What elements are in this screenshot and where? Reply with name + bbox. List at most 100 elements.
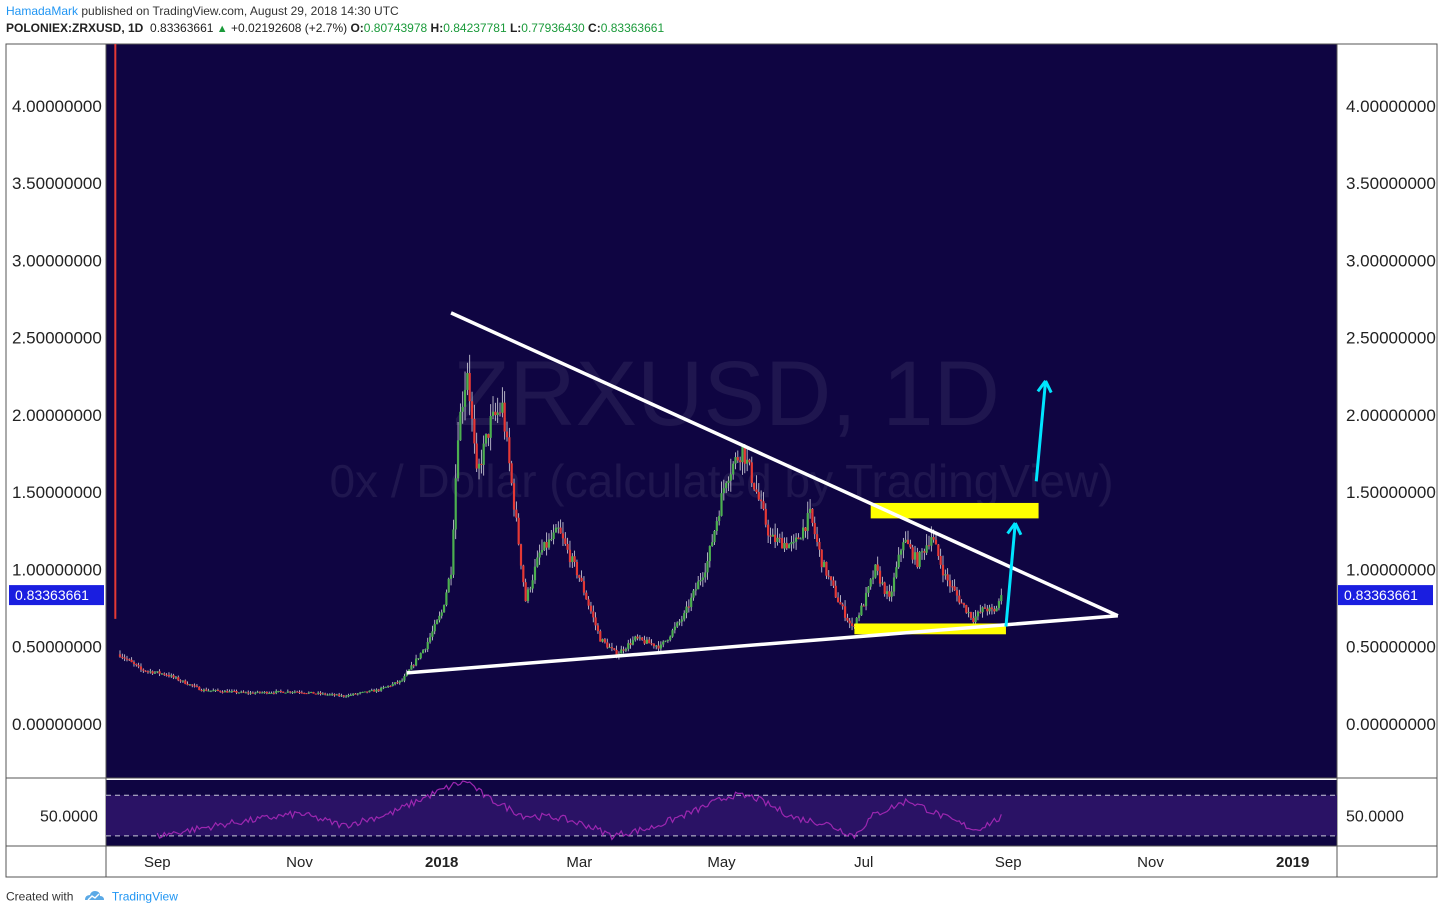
support-trendline [406,614,1118,675]
candle-body [382,687,385,689]
tradingview-link[interactable]: TradingView [111,889,178,904]
candle-body [930,537,933,546]
candle-body [811,508,814,523]
time-tick: Sep [144,854,171,871]
candle-body [268,692,271,694]
candle-body [946,574,949,581]
candle-body [594,617,597,626]
candle-body [846,617,849,621]
candle-body [734,457,737,464]
candle-body [258,691,261,693]
candle-body [454,478,457,530]
candle-body [393,682,397,684]
last-price-label-left: 0.83363661 [15,587,89,603]
candle-body [317,692,320,694]
candle-body [272,692,275,694]
candle-body [701,577,704,580]
price-tick-right: 0.00000000 [1346,715,1436,734]
rsi-band [106,795,1337,836]
candle-body [634,636,637,641]
candle-body [699,579,702,582]
candle-body [883,582,886,594]
candle-body [578,575,581,578]
candle-body [774,534,777,543]
time-tick: Mar [566,854,592,871]
candle-body [888,591,891,597]
candle-body [767,524,770,536]
candle-body [746,459,749,464]
candle-body [279,690,282,692]
candle-body [715,521,718,531]
price-tick-left: 3.00000000 [12,251,102,270]
candle-body [748,459,751,463]
candle-body [261,692,264,694]
candle-body [202,689,206,692]
time-tick: Jul [854,854,873,871]
candle-body [722,488,725,494]
candle-body [676,622,679,627]
arrow-head [1013,522,1023,536]
candle-body [631,640,635,645]
candle-body [491,411,495,417]
candle-body [198,686,201,691]
candle-body [340,695,343,697]
candle-body [214,689,217,691]
price-tick-left: 0.50000000 [12,638,102,657]
candle-body [244,692,247,694]
candle-body [878,570,882,584]
candle-body [146,671,150,673]
candle-body [515,509,518,518]
candle-body [820,549,823,568]
candle-body [522,565,525,583]
candle-body [424,649,427,651]
candle-body [815,534,819,542]
candle-body [510,463,513,484]
candle-body [352,693,355,695]
candle-body [373,690,376,692]
candle-body [387,685,390,687]
candle-body [144,670,147,672]
arrow-shaft [1004,522,1017,627]
author-link[interactable]: HamadaMark [6,4,79,18]
candle-body [414,658,418,666]
candle-body [829,576,833,581]
candle-body [498,412,502,414]
candle-body [587,599,590,606]
candle-body [857,615,861,618]
candle-body [769,535,772,537]
candle-body [976,611,980,617]
candle-body [536,557,539,567]
candle-body [333,694,336,696]
candle-body [363,691,366,693]
candle-body [417,658,420,660]
candle-body [983,607,987,609]
candle-body [170,675,173,677]
candle-body [181,680,185,682]
last-price: 0.83363661 [150,21,214,35]
candle-body [629,643,632,645]
candle-body [753,483,756,490]
candle-body [167,675,171,677]
candle-body [130,659,133,663]
candle-body [839,602,842,605]
candle-body [482,443,485,465]
candle-body [941,564,945,576]
footer: Created with TradingView [6,889,178,906]
candle-body [212,690,215,692]
candle-body [706,561,709,573]
candle-body [216,689,220,691]
candle-body [610,647,614,649]
candle-body [186,683,189,685]
candle-body [573,556,576,562]
candle-body [650,643,653,645]
candle-body [296,691,299,693]
candle-body [221,691,224,693]
candle-body [377,689,380,691]
candle-body [897,554,900,568]
candle-body [638,637,641,639]
candle-body [876,564,879,571]
candle-body [951,586,954,588]
candle-body [969,612,973,618]
candle-body [690,597,693,608]
